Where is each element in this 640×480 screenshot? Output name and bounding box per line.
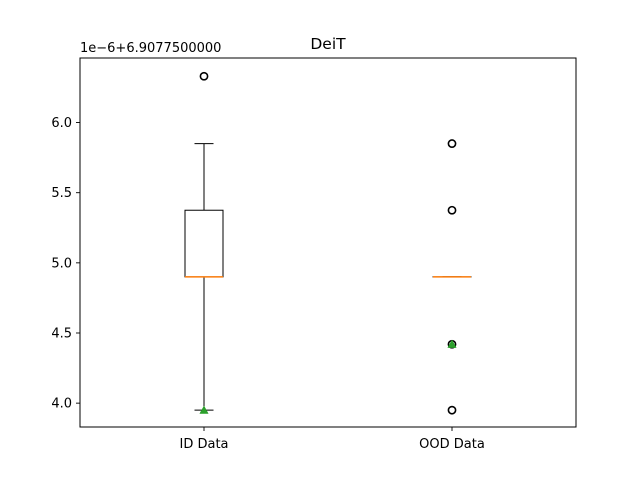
- plot-area: 4.0 4.5 5.0 5.5 6.0 ID Data OOD Data: [51, 71, 485, 452]
- outlier-point: [447, 205, 457, 215]
- chart-title: DeiT: [310, 35, 346, 53]
- mean-marker: [447, 339, 457, 348]
- x-tick-label: ID Data: [179, 437, 228, 452]
- y-tick-label: 6.0: [51, 116, 72, 131]
- y-tick-label: 4.5: [51, 326, 72, 341]
- y-axis-offset-label: 1e−6+6.9077500000: [80, 41, 221, 56]
- mean-marker: [199, 405, 209, 414]
- y-tick-label: 4.0: [51, 397, 72, 412]
- outlier-point: [447, 139, 457, 148]
- outlier-point: [447, 405, 457, 415]
- axes-frame: [79, 57, 577, 428]
- y-tick-label: 5.5: [51, 186, 72, 201]
- outlier-point: [199, 71, 209, 81]
- y-tick-label: 5.0: [51, 256, 72, 271]
- x-tick-label: OOD Data: [419, 437, 485, 452]
